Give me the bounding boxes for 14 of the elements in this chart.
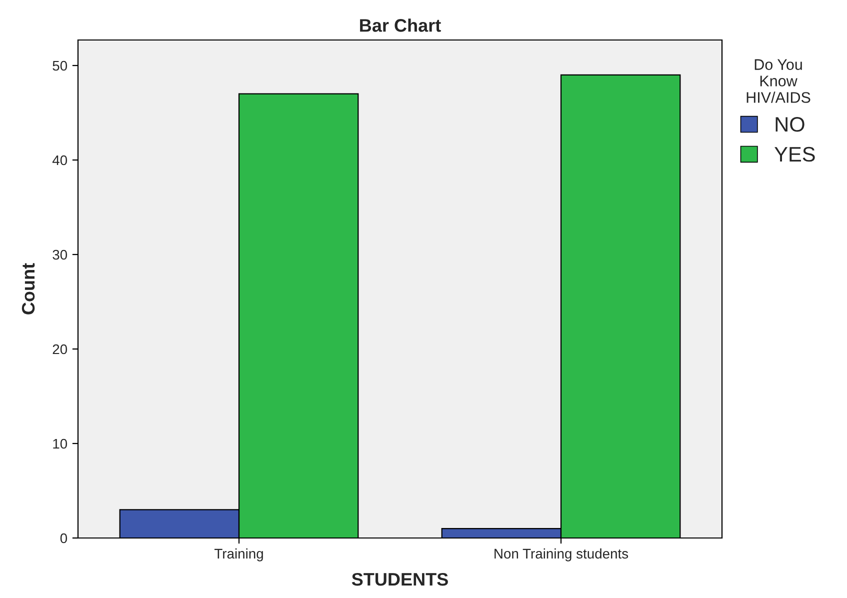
y-tick-label: 40 [52,155,68,166]
y-tick-label: 50 [52,60,68,71]
x-tick-label: Training [214,548,263,562]
y-tick-label: 20 [52,344,68,354]
y-axis-title: Count [22,263,35,314]
chart-title: Bar Chart [360,18,441,32]
legend-title: Do You Know HIV/AIDS [746,59,810,103]
legend-label: YES [774,146,815,162]
y-tick-label: 30 [52,250,68,260]
x-axis-title: STUDENTS [352,572,448,586]
x-tick-label: Non Training students [494,548,628,562]
y-tick-label: 10 [53,438,68,449]
legend-label: NO [776,116,804,132]
y-tick-label: 0 [60,533,68,544]
